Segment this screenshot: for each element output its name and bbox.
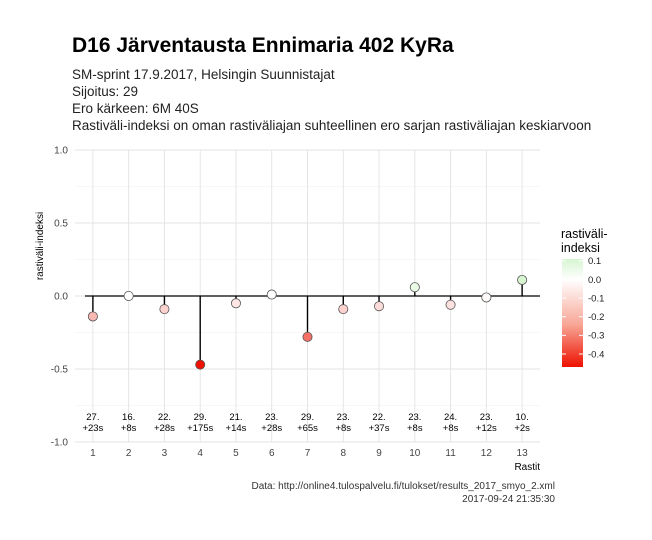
x-tick-label: 9 bbox=[376, 448, 382, 459]
point-label-rank: 29. bbox=[301, 412, 314, 423]
data-source: Data: http://online4.tulospalvelu.fi/tul… bbox=[251, 481, 555, 492]
y-tick-label: 0.5 bbox=[54, 219, 68, 230]
x-tick-label: 6 bbox=[269, 448, 275, 459]
data-point-control-12 bbox=[481, 292, 492, 303]
x-tick-label: 13 bbox=[517, 448, 529, 459]
x-tick-label: 5 bbox=[233, 448, 239, 459]
point-label-rank: 29. bbox=[194, 412, 207, 423]
data-point-control-9 bbox=[374, 301, 385, 312]
point-label-time: +28s bbox=[154, 423, 175, 434]
x-tick-label: 8 bbox=[340, 448, 346, 459]
y-tick-label: -0.5 bbox=[51, 365, 69, 376]
y-axis-title: rastiväli-indeksi bbox=[35, 212, 46, 280]
data-point-control-13 bbox=[517, 274, 528, 285]
subtitle-gap: Ero kärkeen: 6M 40S bbox=[72, 101, 199, 116]
axes: 1.00.50.0-0.5-1.01 2 3 4 5 6 7 8 9 10 11 12 13Rastit… bbox=[35, 146, 540, 474]
x-tick-label: 1 bbox=[90, 448, 96, 459]
point-label-time: +28s bbox=[261, 423, 282, 434]
legend-tick-label: 0.0 bbox=[588, 275, 601, 286]
point-label-rank: 22. bbox=[158, 412, 171, 423]
y-tick-label: 1.0 bbox=[54, 146, 68, 157]
legend-colorbar bbox=[562, 259, 583, 367]
data-point-control-10 bbox=[409, 282, 420, 293]
data-point-control-1 bbox=[87, 311, 98, 322]
data-point-control-8 bbox=[338, 304, 349, 315]
x-tick-label: 11 bbox=[445, 448, 456, 459]
point-labels: 27.+23s16.+8s22.+28s29.+175s21.+14s23.+2… bbox=[82, 412, 530, 434]
x-tick-label: 12 bbox=[481, 448, 493, 459]
x-tick-label: 7 bbox=[305, 448, 311, 459]
point-label-time: +23s bbox=[82, 423, 103, 434]
legend-tick-label: 0.1 bbox=[588, 256, 601, 267]
point-label-time: +175s bbox=[187, 423, 213, 434]
timestamp: 2017-09-24 21:35:30 bbox=[462, 494, 555, 505]
point-label-time: +8s bbox=[335, 423, 351, 434]
point-label-rank: 24. bbox=[444, 412, 457, 423]
point-label-rank: 23. bbox=[408, 412, 421, 423]
data-point-control-4 bbox=[195, 359, 206, 370]
legend-title-line2: indeksi bbox=[561, 241, 600, 255]
chart-title: D16 Järventausta Ennimaria 402 KyRa bbox=[72, 34, 454, 57]
x-tick-label: 2 bbox=[126, 448, 132, 459]
data-point-control-6 bbox=[266, 289, 277, 300]
legend-tick-label: -0.3 bbox=[588, 331, 604, 342]
point-label-rank: 21. bbox=[229, 412, 242, 423]
data-point-control-11 bbox=[445, 299, 456, 310]
y-tick-label: -1.0 bbox=[51, 438, 69, 449]
subtitle-description: Rastiväli-indeksi on oman rastiväliajan … bbox=[72, 118, 592, 133]
x-axis-title: Rastit bbox=[514, 462, 540, 473]
legend-tick-label: -0.1 bbox=[588, 293, 604, 304]
x-tick-label: 10 bbox=[409, 448, 421, 459]
point-label-rank: 16. bbox=[122, 412, 135, 423]
point-label-time: +37s bbox=[369, 423, 390, 434]
point-label-time: +2s bbox=[514, 423, 530, 434]
point-label-time: +14s bbox=[226, 423, 247, 434]
point-label-time: +8s bbox=[121, 423, 137, 434]
subtitle-placement: Sijoitus: 29 bbox=[72, 84, 139, 99]
data-points bbox=[87, 274, 528, 370]
data-point-control-2 bbox=[123, 290, 134, 301]
point-label-time: +12s bbox=[476, 423, 497, 434]
y-tick-label: 0.0 bbox=[54, 292, 68, 303]
point-label-rank: 22. bbox=[372, 412, 385, 423]
point-label-rank: 10. bbox=[516, 412, 529, 423]
point-label-time: +8s bbox=[443, 423, 459, 434]
point-label-rank: 23. bbox=[337, 412, 350, 423]
legend-tick-label: -0.2 bbox=[588, 312, 604, 323]
point-label-time: +65s bbox=[297, 423, 318, 434]
point-label-rank: 27. bbox=[86, 412, 99, 423]
point-label-time: +8s bbox=[407, 423, 423, 434]
x-tick-label: 4 bbox=[197, 448, 203, 459]
data-point-control-3 bbox=[159, 304, 170, 315]
subtitle-event: SM-sprint 17.9.2017, Helsingin Suunnista… bbox=[72, 67, 335, 82]
point-label-rank: 23. bbox=[480, 412, 493, 423]
point-label-rank: 23. bbox=[265, 412, 278, 423]
x-tick-label: 3 bbox=[162, 448, 168, 459]
data-point-control-5 bbox=[230, 298, 241, 309]
legend-title-line1: rastiväli- bbox=[561, 227, 608, 241]
data-point-control-7 bbox=[302, 331, 313, 342]
legend-tick-label: -0.4 bbox=[588, 349, 604, 360]
